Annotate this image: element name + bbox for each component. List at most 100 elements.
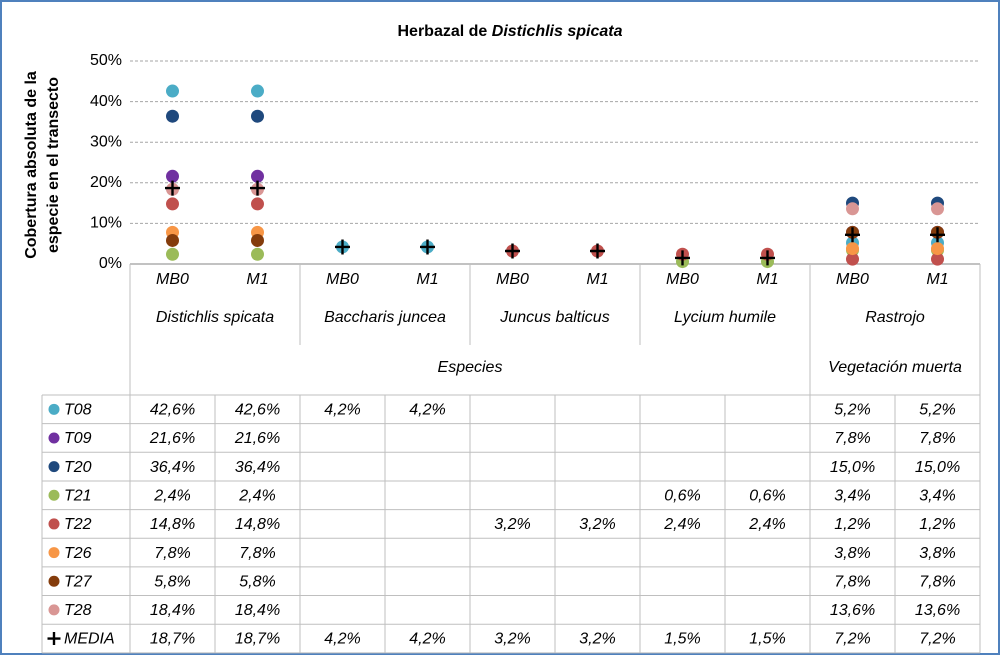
marker-plus	[675, 250, 690, 266]
table-cell: 3,8%	[834, 545, 870, 562]
legend-label: T27	[64, 573, 93, 590]
marker-plus	[335, 239, 350, 255]
table-cell: 42,6%	[150, 402, 195, 419]
table-cell: 3,4%	[919, 487, 955, 504]
table-cell: 18,7%	[150, 631, 195, 648]
marker	[846, 242, 859, 256]
table-cell: 18,7%	[235, 631, 280, 648]
table-cell: 4,2%	[324, 402, 360, 419]
legend-key	[48, 403, 60, 415]
table-cell: 21,6%	[234, 430, 280, 447]
table-cell: 13,6%	[830, 602, 875, 619]
x-tick-label: MB0	[836, 271, 869, 288]
supergroup-label: Vegetación muerta	[828, 359, 962, 376]
table-cell: 5,8%	[239, 573, 275, 590]
legend-key	[48, 518, 60, 530]
table-cell: 21,6%	[149, 430, 195, 447]
table-cell: 1,5%	[749, 631, 785, 648]
marker	[251, 197, 264, 211]
marker	[166, 247, 179, 261]
marker	[251, 109, 264, 123]
table-cell: 14,8%	[150, 516, 195, 533]
marker	[166, 109, 179, 123]
table-cell: 1,2%	[834, 516, 870, 533]
marker	[251, 84, 264, 98]
table-cell: 15,0%	[915, 459, 960, 476]
group-label: Rastrojo	[865, 309, 925, 326]
marker-plus	[420, 239, 435, 255]
marker	[251, 169, 264, 183]
table-cell: 36,4%	[150, 459, 195, 476]
y-tick-label: 10%	[90, 215, 122, 232]
table-cell: 5,2%	[919, 402, 955, 419]
legend-label: T21	[64, 487, 92, 504]
marker-plus	[505, 243, 520, 259]
table-cell: 7,8%	[919, 430, 955, 447]
x-tick-label: M1	[926, 271, 948, 288]
table-cell: 3,2%	[494, 631, 530, 648]
y-tick-label: 50%	[90, 52, 122, 69]
table-cell: 36,4%	[235, 459, 280, 476]
x-tick-label: MB0	[326, 271, 359, 288]
legend-label: T28	[64, 602, 92, 619]
table-cell: 3,2%	[579, 631, 615, 648]
marker-plus	[760, 250, 775, 266]
y-axis-title-line: Cobertura absoluta de la	[23, 71, 40, 259]
table-cell: 7,8%	[834, 573, 870, 590]
table-cell: 3,2%	[494, 516, 530, 533]
legend-label: T08	[64, 402, 92, 419]
marker	[251, 247, 264, 261]
legend-key	[48, 547, 60, 559]
table-cell: 4,2%	[409, 402, 445, 419]
legend-label: T09	[64, 430, 92, 447]
y-tick-label: 30%	[90, 133, 122, 150]
x-tick-label: MB0	[666, 271, 699, 288]
table-cell: 15,0%	[830, 459, 875, 476]
x-tick-label: M1	[586, 271, 608, 288]
legend-label: MEDIA	[64, 631, 115, 648]
legend-key	[48, 432, 60, 444]
marker-plus	[165, 180, 180, 196]
y-axis-title: Cobertura absoluta de la especie en el t…	[23, 71, 62, 259]
table-cell: 42,6%	[235, 402, 280, 419]
marker	[166, 233, 179, 247]
legend-key	[48, 604, 60, 616]
table-cell: 7,2%	[919, 631, 955, 648]
table-cell: 2,4%	[153, 487, 190, 504]
legend-key	[48, 489, 60, 501]
y-tick-label: 0%	[99, 255, 122, 272]
table-cell: 4,2%	[324, 631, 360, 648]
table-cell: 13,6%	[915, 602, 960, 619]
supergroup-label: Especies	[438, 359, 503, 376]
table-cell: 18,4%	[235, 602, 280, 619]
marker	[931, 252, 944, 266]
marker-plus	[590, 243, 605, 259]
y-axis-title-line: especie en el transecto	[45, 77, 62, 253]
marker-plus	[930, 227, 945, 243]
table-cell: 2,4%	[748, 516, 785, 533]
legend-label: T26	[64, 545, 92, 562]
y-tick-label: 20%	[90, 174, 122, 191]
marker	[166, 84, 179, 98]
y-tick-label: 40%	[90, 93, 122, 110]
table-cell: 1,2%	[919, 516, 955, 533]
marker	[166, 169, 179, 183]
x-tick-label: MB0	[496, 271, 529, 288]
table-cell: 5,8%	[154, 573, 190, 590]
marker	[166, 197, 179, 211]
marker-plus	[250, 180, 265, 196]
legend-label: T22	[64, 516, 92, 533]
marker	[251, 233, 264, 247]
table-cell: 18,4%	[150, 602, 195, 619]
marker	[846, 252, 859, 266]
group-label: Juncus balticus	[499, 309, 609, 326]
legend-key	[48, 575, 60, 587]
table-cell: 4,2%	[409, 631, 445, 648]
table-cell: 7,8%	[154, 545, 190, 562]
table-cell: 7,8%	[239, 545, 275, 562]
x-tick-label: MB0	[156, 271, 189, 288]
x-tick-label: M1	[416, 271, 438, 288]
table-cell: 2,4%	[663, 516, 700, 533]
